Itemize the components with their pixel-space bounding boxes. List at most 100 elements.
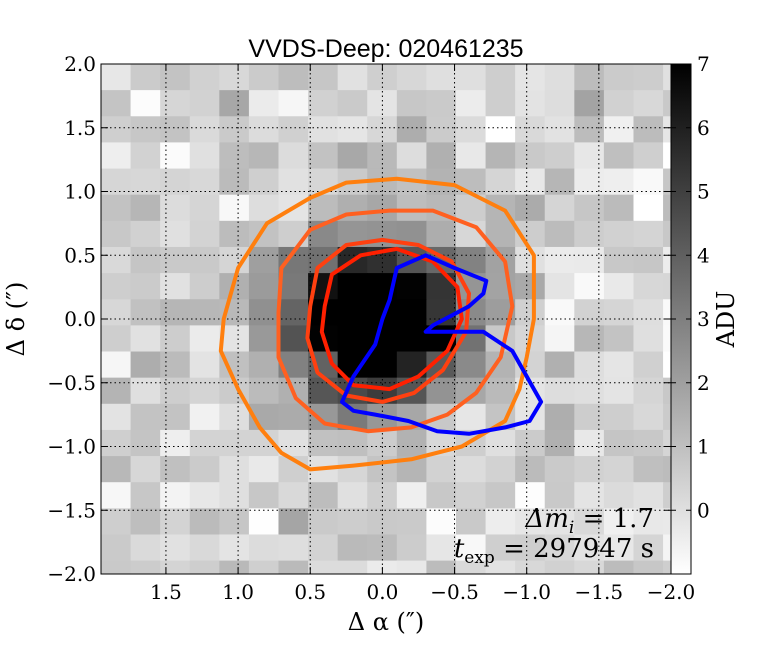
heatmap-pixel [308,90,339,117]
heatmap-pixel [248,534,280,562]
heatmap-pixel [160,168,191,196]
heatmap-pixel [485,142,516,170]
heatmap-pixel [574,560,605,574]
heatmap-pixel [515,64,546,91]
y-tick-label: −0.5 [47,371,96,395]
heatmap-pixel [574,403,605,431]
heatmap-pixel [278,90,309,117]
heatmap-pixel [189,299,220,326]
x-tick-label: −2.0 [647,580,696,604]
heatmap-pixel [663,194,671,222]
heatmap-pixel [219,456,250,483]
heatmap-pixel [663,142,671,170]
contours [218,176,544,472]
heatmap-pixel [101,194,132,222]
heatmap-pixel [308,246,339,274]
heatmap-pixel [189,64,220,91]
x-tick-label: 0.5 [294,580,326,604]
x-tick-label: −1.5 [575,580,624,604]
heatmap-pixel [337,273,368,300]
heatmap-pixel [485,377,516,405]
y-tick-label: −2.0 [47,562,96,586]
texp-subscript: exp [464,548,495,568]
heatmap-pixel [663,429,671,457]
heatmap-pixel [663,246,671,274]
heatmap-pixel [603,194,635,222]
heatmap-pixel [574,534,605,562]
heatmap-pixel [130,273,161,300]
heatmap-pixel [603,560,635,574]
heatmap-pixel [603,246,635,274]
heatmap-pixel [426,142,457,170]
heatmap-pixel [337,456,368,483]
heatmap-pixel [367,116,398,144]
heatmap-pixel [248,299,280,326]
heatmap-pixel [248,64,280,91]
heatmap-pixel [130,456,161,483]
heatmap-pixel [574,299,605,326]
heatmap-pixel [337,325,368,353]
heatmap-pixel [219,403,250,431]
heatmap-pixel [663,560,671,574]
heatmap-pixel [160,194,191,222]
heatmap-pixel [603,168,635,196]
heatmap-pixel [367,508,398,536]
heatmap-pixel [544,456,575,483]
heatmap-pixel [130,325,161,353]
heatmap-pixel [396,429,427,457]
heatmap-pixel [574,508,605,536]
heatmap-pixel [485,560,516,574]
heatmap-pixel [248,377,280,405]
heatmap-pixel [219,142,250,170]
heatmap-pixel [663,299,671,326]
heatmap-pixel [633,168,664,196]
chart-title: VVDS-Deep: 020461235 [248,35,523,63]
heatmap-pixel [663,64,671,91]
heatmap-pixel [603,377,635,405]
colorbar-label: ADU [712,291,740,349]
heatmap-pixel [219,534,250,562]
heatmap-pixel [160,351,191,379]
heatmap-pixel [160,90,191,117]
heatmap-pixel [160,64,191,91]
heatmap-pixel [160,299,191,326]
heatmap-pixel [426,116,457,144]
heatmap-pixel [248,325,280,353]
heatmap-pixel [544,325,575,353]
heatmap-pixel [515,194,546,222]
heatmap-pixel [455,351,487,379]
heatmap-pixel [633,351,664,379]
heatmap-pixel [248,456,280,483]
texp-value: = 297947 s [495,534,654,564]
heatmap-pixel [603,534,635,562]
heatmap-pixel [515,116,546,144]
heatmap-pixel [663,168,671,196]
heatmap-pixel [455,508,487,536]
heatmap-pixel [515,299,546,326]
heatmap-pixel [101,299,132,326]
heatmap-pixel [574,351,605,379]
heatmap-pixel [189,377,220,405]
heatmap-pixel [337,116,368,144]
heatmap-pixel [308,560,339,574]
y-tick-label: 0.0 [64,307,96,331]
heatmap-pixel [189,534,220,562]
heatmap-pixel [189,168,220,196]
delta-mi-annotation: Δmi = 1.7 [524,504,654,538]
heatmap-pixel [574,246,605,274]
heatmap-pixel [426,534,457,562]
heatmap-pixel [544,534,575,562]
x-tick-label: 0.0 [366,580,398,604]
heatmap-pixel [574,325,605,353]
heatmap-pixel [455,456,487,483]
y-tick-label: −1.0 [47,435,96,459]
heatmap-pixel [308,194,339,222]
heatmap-pixel [278,560,309,574]
heatmap-pixel [396,534,427,562]
heatmap-pixel [130,142,161,170]
heatmap-pixel [101,377,132,405]
delta-mi-symbol: Δm [524,504,568,534]
heatmap-pixel [160,273,191,300]
heatmap-pixel [574,273,605,300]
